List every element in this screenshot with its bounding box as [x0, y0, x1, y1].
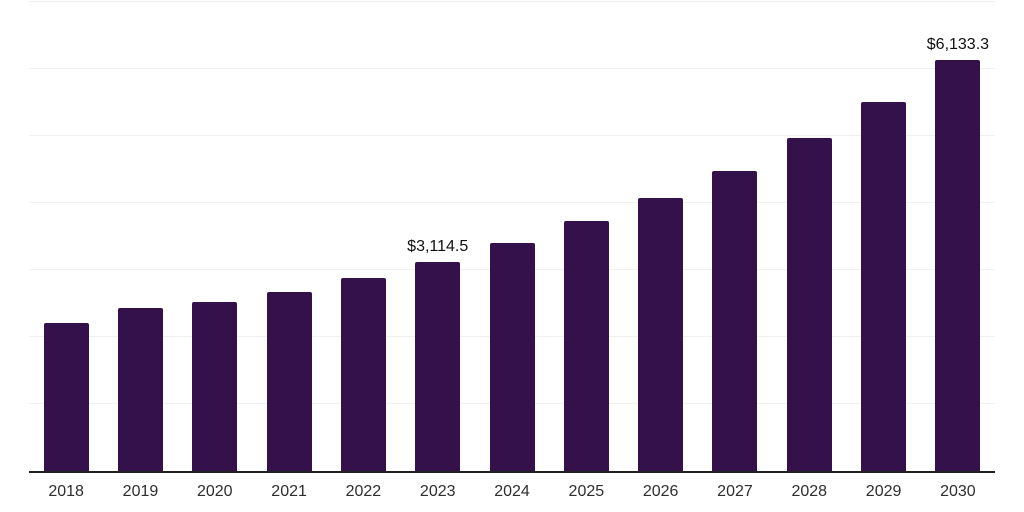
- bar-slot: [29, 2, 103, 471]
- bar-slot: [698, 2, 772, 471]
- bar-slot: [624, 2, 698, 471]
- bar-slot: $6,133.3: [921, 2, 995, 471]
- x-tick-label: 2027: [717, 483, 753, 500]
- bar-slot: [475, 2, 549, 471]
- data-label: $3,114.5: [407, 238, 469, 256]
- bar: [563, 221, 609, 471]
- x-axis: 2018 2019 2020 2021 2022 2023 2024 2025 2026 2027…: [29, 482, 995, 502]
- bar-slot: [549, 2, 623, 471]
- x-tick-label: 2019: [122, 483, 159, 500]
- bar: [489, 243, 535, 471]
- bar: [415, 262, 461, 471]
- bar: [266, 292, 312, 471]
- bar-slot: $3,114.5: [401, 2, 475, 471]
- x-tick-label: 2023: [419, 483, 456, 500]
- plot-area: $3,114.5 $6,133.3: [29, 1, 995, 473]
- data-label: $6,133.3: [926, 36, 990, 54]
- x-tick-label: 2018: [48, 483, 84, 500]
- bar-slot: [252, 2, 326, 471]
- x-tick-label: 2030: [940, 483, 976, 500]
- x-tick-label: 2020: [196, 483, 233, 500]
- bar: [861, 102, 907, 471]
- x-tick-label: 2022: [345, 483, 382, 500]
- bar: [712, 171, 758, 471]
- bar: [786, 138, 832, 471]
- bar: [117, 308, 163, 471]
- x-tick-label: 2026: [642, 483, 679, 500]
- bar-slot: [178, 2, 252, 471]
- bar: [43, 323, 89, 471]
- x-tick-label: 2028: [791, 483, 828, 500]
- bar-slot: [326, 2, 400, 471]
- bar: [340, 278, 386, 471]
- bar-slot: [103, 2, 177, 471]
- x-tick-label: 2025: [568, 483, 605, 500]
- bar: [935, 60, 981, 471]
- x-tick-label: 2029: [865, 483, 902, 500]
- bar: [192, 302, 238, 471]
- x-tick-label: 2024: [494, 483, 530, 500]
- bar-slot: [846, 2, 920, 471]
- bar-slot: [772, 2, 846, 471]
- bar: [638, 198, 684, 471]
- x-tick-label: 2021: [271, 483, 307, 500]
